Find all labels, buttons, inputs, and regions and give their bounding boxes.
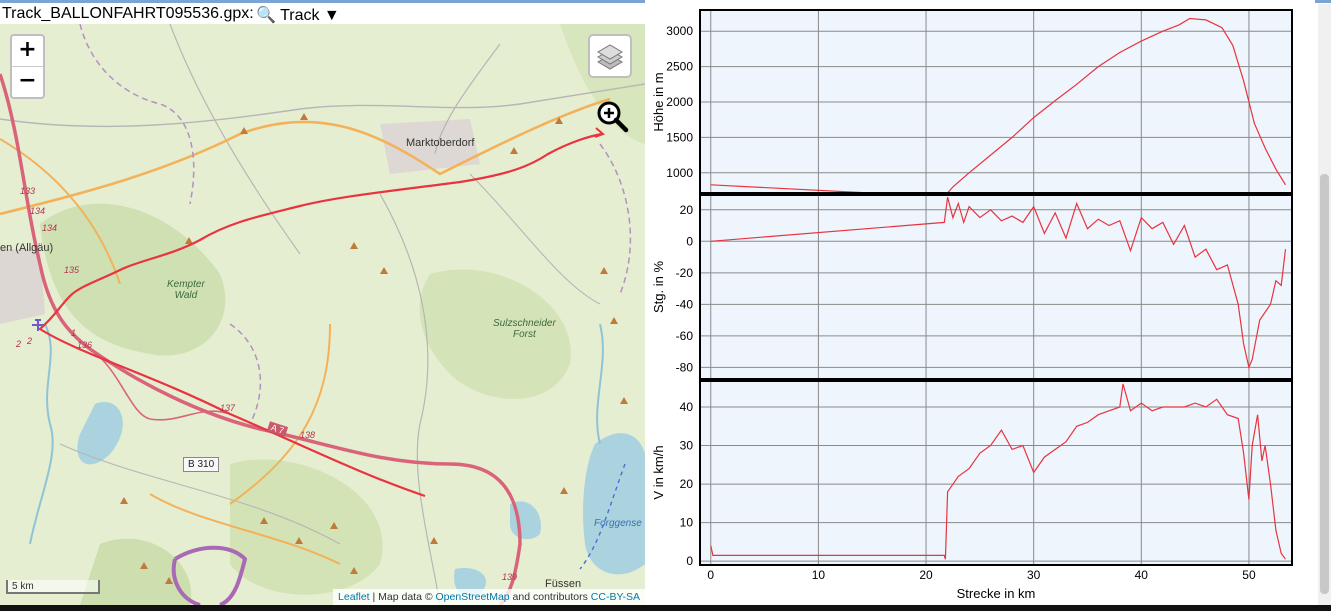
y-tick-label: 30 [680,439,694,453]
gps-track [38,132,603,498]
road-number: 134 [42,223,58,233]
y-tick-label: 2500 [666,60,693,74]
x-tick-label: 40 [1135,568,1149,582]
town-label-marktoberdorf: Marktoberdorf [406,137,475,149]
road-number: 134 [30,206,46,216]
y-tick-label: 3000 [666,24,693,38]
town-label-fuessen: Füssen [545,578,582,590]
road-number: 139 [502,572,518,582]
y-tick-label: 20 [680,203,694,217]
zoom-out-button[interactable]: − [12,66,43,97]
series-line [710,17,1287,198]
y-axis-label: V in km/h [651,445,666,499]
scrollbar-thumb[interactable] [1320,174,1329,594]
y-tick-label: 1500 [666,130,693,144]
forest-label-kempter: Kempter Wald [167,279,205,301]
scrollbar[interactable] [1318,4,1331,605]
y-tick-label: 0 [686,554,693,568]
track-menu-button[interactable]: 🔍 Track ▼ [256,7,340,24]
y-tick-label: 20 [680,477,694,491]
magnifier-icon[interactable] [596,100,630,134]
zoom-control: + − [10,34,45,99]
license-link[interactable]: CC-BY-SA [590,591,640,603]
y-tick-label: 10 [680,516,694,530]
bottom-strip [0,605,1331,611]
road-number: 135 [64,265,80,275]
y-tick-label: -20 [676,266,694,280]
y-tick-label: 2000 [666,95,693,109]
y-tick-label: -80 [676,360,694,374]
series-line [710,383,1286,560]
y-axis-label: Höhe in m [651,72,666,131]
y-tick-label: 0 [686,234,693,248]
lake-label: Forggense [594,518,642,529]
attribution-text: and contributors [509,591,591,603]
leaflet-link[interactable]: Leaflet [338,591,370,603]
road-number: 2 [27,336,33,346]
osm-link[interactable]: OpenStreetMap [435,591,510,603]
road-number: 138 [300,430,316,440]
layers-button[interactable] [588,34,632,78]
x-tick-label: 10 [812,568,826,582]
airport-icon [32,319,44,331]
zoom-in-button[interactable]: + [18,37,37,62]
road-number: 133 [20,186,36,196]
road-sign-b310: B 310 [183,457,220,472]
x-tick-label: 0 [707,568,714,582]
road-number: 136 [77,340,93,350]
road-number: 2 [16,339,22,349]
y-tick-label: -60 [676,329,694,343]
x-tick-label: 50 [1242,568,1256,582]
elevation-profile-panel: 1000 1500 2000 2500 3000 Höhe in m 20 0 -20 -40 -6… [645,0,1315,605]
attribution-text: | Map data © [369,591,436,603]
forest-label-sulzschneider: Sulzschneider Forst [493,318,556,340]
x-tick-label: 20 [919,568,933,582]
y-tick-label: 1000 [666,166,693,180]
y-tick-label: 40 [680,400,694,414]
y-tick-label: -40 [676,297,694,311]
y-axis-label: Stg. in % [651,261,666,313]
file-title: Track_BALLONFAHRT095536.gpx: [2,5,254,22]
plot-background [700,194,1292,380]
map-attribution: Leaflet | Map data © OpenStreetMap and c… [333,589,645,605]
scale-bar: 5 km [6,580,100,594]
road-number: 137 [220,403,236,413]
series-line [710,197,1287,370]
layers-icon [597,44,623,70]
town-label-kempten: en (Allgäu) [0,242,54,254]
plot-background [700,380,1292,565]
map-view[interactable]: Kempter Wald Sulzschneider Forst Marktober… [0,24,645,605]
x-axis-label: Strecke in km [957,586,1036,601]
road-number: 1 [71,328,77,338]
x-tick-label: 30 [1027,568,1041,582]
map-tiles [0,24,645,605]
